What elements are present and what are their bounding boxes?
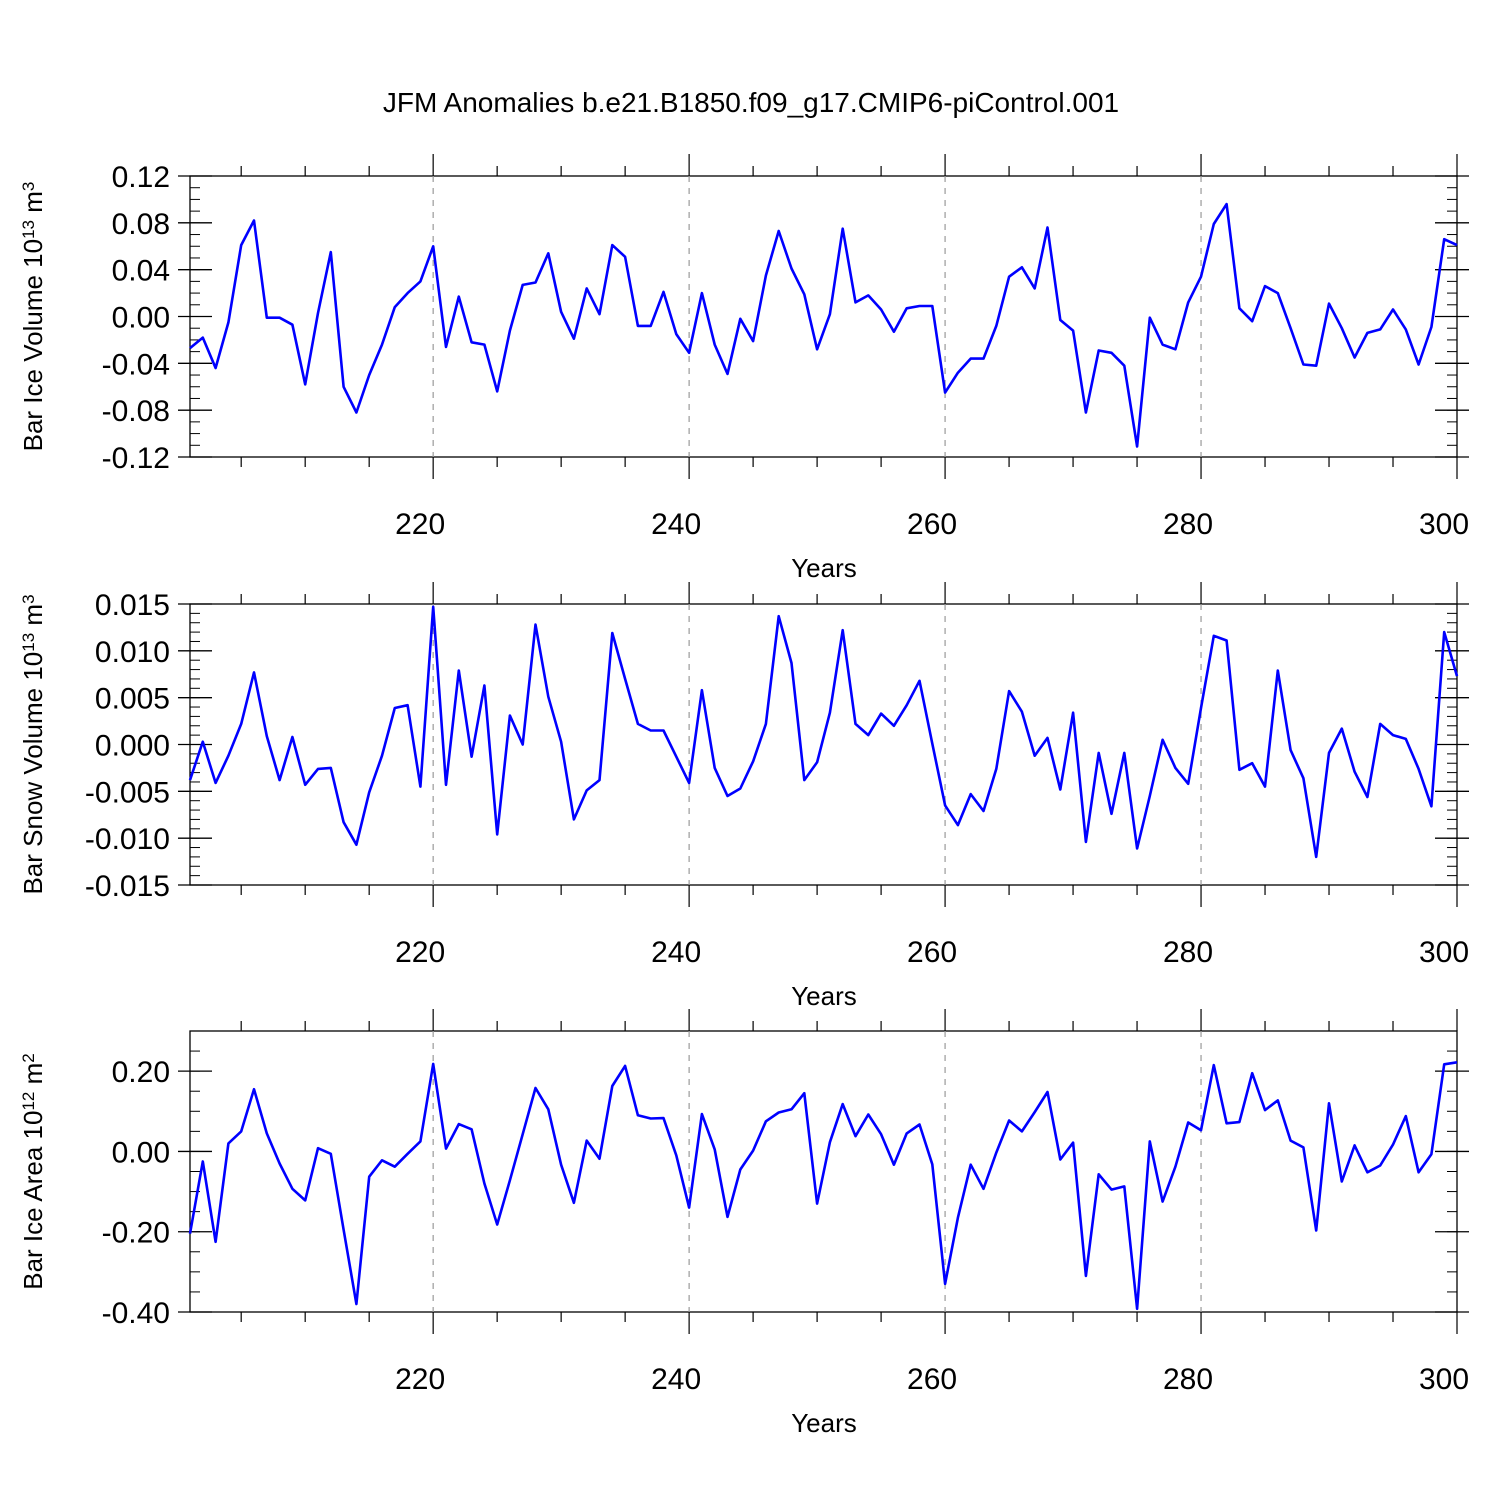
x-tick-label: 300 [1419,508,1469,541]
y-axis-label: Bar Ice Volume 1013 m3 [18,182,48,452]
series-line-bar-ice-area [188,1061,1458,1311]
chart-panel-2: -0.015 -0.010 -0.005 0.000 0.005 0.010 0.015 22… [18,582,1469,1011]
y-tick-label: 0.015 [95,589,170,622]
y-tick-label: -0.12 [102,442,170,475]
y-tick-label: -0.40 [102,1297,170,1330]
y-axis-label-part: m [18,604,48,633]
y-tick-label: -0.20 [102,1217,170,1250]
y-tick-label: -0.015 [85,870,170,903]
y-tick-label: 0.04 [112,255,170,288]
x-tick-label: 280 [1163,508,1213,541]
x-tick-label: 260 [907,936,957,969]
y-tick-label: 0.000 [95,730,170,763]
y-tick-label: 0.010 [95,636,170,669]
x-tick-label: 240 [651,936,701,969]
series-line-bar-ice-volume [189,202,1458,448]
x-tick-label: 220 [395,936,445,969]
y-tick-label: 0.00 [112,1136,170,1169]
y-axis-label-part: Bar Ice Volume 10 [18,239,48,451]
y-axis-label-part: 2 [19,1053,38,1062]
y-tick-label: 0.12 [112,161,170,194]
y-axis-label-part: m [18,191,48,220]
y-tick-label: -0.04 [102,348,170,381]
y-axis-label-part: 13 [19,220,38,239]
y-axis-label-part: m [18,1063,48,1092]
x-axis-label: Years [791,553,857,583]
figure-title: JFM Anomalies b.e21.B1850.f09_g17.CMIP6-… [383,87,1119,118]
y-tick-label: -0.08 [102,395,170,428]
x-tick-label: 300 [1419,936,1469,969]
y-axis-label-part: 3 [19,594,38,603]
y-axis-label: Bar Ice Area 1012 m2 [18,1053,48,1290]
x-tick-label: 280 [1163,1363,1213,1396]
x-axis-label: Years [791,981,857,1011]
y-tick-label: -0.010 [85,823,170,856]
x-tick-label: 300 [1419,1363,1469,1396]
y-axis-label-part: 3 [19,182,38,191]
y-tick-label: -0.005 [85,776,170,809]
y-axis-label-part: Bar Ice Area 10 [18,1111,48,1290]
y-tick-label: 0.005 [95,683,170,716]
x-tick-label: 220 [395,1363,445,1396]
plot-frame [189,175,1458,458]
x-tick-label: 280 [1163,936,1213,969]
y-axis-label-part: Bar Snow Volume 10 [18,652,48,895]
plot-frame [189,603,1458,886]
x-tick-label: 220 [395,508,445,541]
panels: -0.12 -0.08 -0.04 0.00 0.04 0.08 0.12 220 240 260… [18,154,1469,1438]
x-axis-label: Years [791,1408,857,1438]
y-tick-label: 0.08 [112,208,170,241]
series-line-bar-snow-volume [188,605,1459,859]
x-tick-label: 240 [651,1363,701,1396]
y-axis-label-part: 12 [19,1092,38,1111]
y-tick-label: 0.20 [112,1056,170,1089]
x-tick-label: 260 [907,1363,957,1396]
chart-panel-3: -0.40 -0.20 0.00 0.20 220 240 260 280 300 Years Ba… [18,1009,1469,1438]
x-tick-label: 260 [907,508,957,541]
y-tick-label: 0.00 [112,302,170,335]
x-tick-label: 240 [651,508,701,541]
y-axis-label-part: 13 [19,633,38,652]
y-axis-label: Bar Snow Volume 1013 m3 [18,594,48,894]
chart-panel-1: -0.12 -0.08 -0.04 0.00 0.04 0.08 0.12 220 240 260… [18,154,1469,583]
